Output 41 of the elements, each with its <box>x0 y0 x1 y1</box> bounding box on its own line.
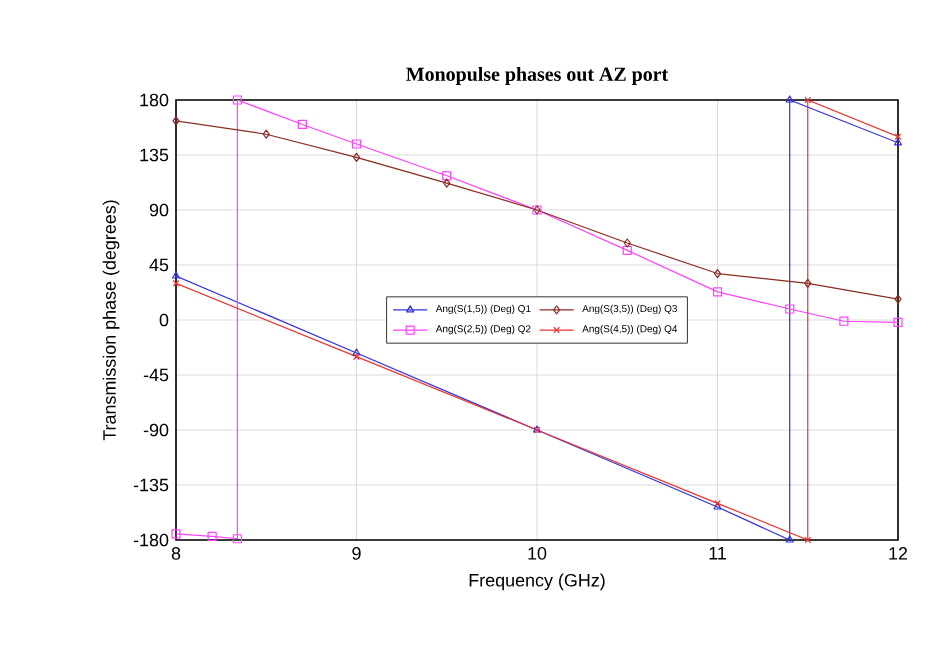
point <box>804 278 812 288</box>
x-tick-label: 11 <box>709 547 726 560</box>
point <box>297 119 307 130</box>
y-tick-label: -90 <box>143 423 169 437</box>
x-axis-title: Frequency (GHz) <box>469 573 605 591</box>
point <box>893 317 903 328</box>
x-tick-label: 10 <box>528 547 547 560</box>
point <box>785 535 794 543</box>
point <box>442 171 452 181</box>
y-tick-label: 90 <box>149 203 169 217</box>
y-tick-label: -135 <box>133 478 169 492</box>
point <box>171 529 181 539</box>
y-tick-label: 45 <box>149 258 169 272</box>
point <box>207 531 217 541</box>
y-tick-label: 0 <box>159 313 169 327</box>
x-tick-label: 8 <box>171 547 181 560</box>
chart-title: Monopulse phases out AZ port <box>406 66 669 86</box>
y-tick-label: -180 <box>133 533 169 547</box>
y-tick-label: -45 <box>143 368 169 382</box>
point <box>713 268 722 279</box>
point <box>623 238 631 248</box>
point <box>353 353 360 361</box>
point <box>232 95 242 105</box>
point <box>785 95 794 103</box>
y-tick-label: 135 <box>140 148 169 162</box>
point <box>712 287 723 297</box>
point <box>262 129 270 139</box>
point <box>622 245 632 255</box>
point <box>804 536 812 544</box>
x-tick-label: 12 <box>889 547 908 560</box>
point <box>352 348 361 356</box>
point <box>804 96 812 104</box>
point <box>443 178 451 188</box>
x-tick-label: 9 <box>352 547 361 560</box>
point <box>232 534 242 544</box>
point <box>785 304 795 314</box>
point <box>839 316 849 326</box>
point <box>351 139 362 149</box>
y-tick-label: 180 <box>140 93 169 107</box>
y-axis-title: Transmission phase (degrees) <box>102 200 120 441</box>
point <box>352 152 361 163</box>
